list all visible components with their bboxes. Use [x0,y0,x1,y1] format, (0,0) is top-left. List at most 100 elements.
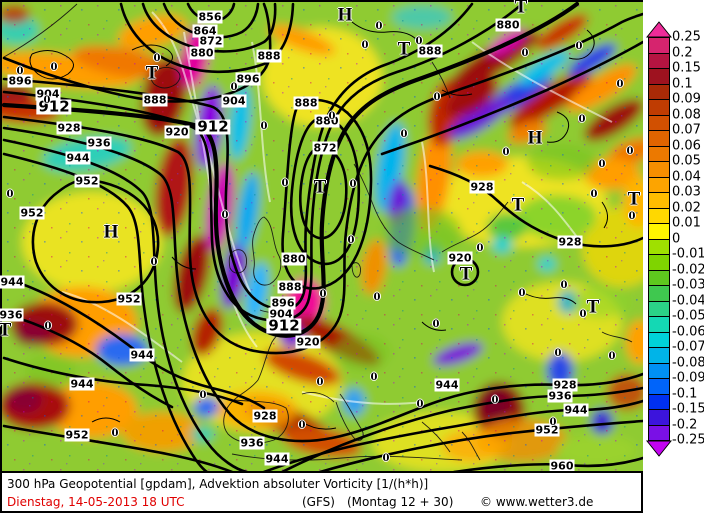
zero-line-label: 0 [578,114,586,125]
legend-tick: -0.15 [672,401,704,417]
legend-color-box [649,331,669,347]
zero-line-label: 0 [361,40,369,51]
map-label-layer: 856 864 872 880 888 896 904 912 920 888 896 904 912 9… [0,0,645,473]
legend-color-box [649,68,669,84]
legend-color-box [649,207,669,223]
zero-line-label: 0 [16,66,24,77]
legend-tick: -0.01 [672,246,704,262]
contour-label: 872 [198,34,224,48]
zero-line-label: 0 [554,348,562,359]
legend-color-box [649,99,669,115]
legend-color-box [649,393,669,409]
legend-color-box [649,254,669,270]
zero-line-label: 0 [370,372,378,383]
zero-line-label: 0 [6,189,14,200]
zero-line-label: 0 [560,280,568,291]
legend-tick: 0.1 [672,76,693,91]
contour-label: 920 [447,251,473,265]
contour-label: 928 [469,180,495,194]
zero-line-label: 0 [598,159,606,170]
legend-tick: 0.04 [672,169,701,184]
contour-label: 944 [563,403,589,417]
contour-label: 952 [64,428,90,442]
contour-label: 888 [256,49,282,63]
zero-line-label: 0 [432,319,440,330]
contour-label: 896 [7,74,33,88]
legend-color-bar [648,37,670,441]
legend-arrow-bottom [646,440,672,457]
contour-label: 928 [252,409,278,423]
zero-line-label: 0 [590,189,598,200]
zero-line-label: 0 [416,399,424,410]
zero-line-label: 0 [44,321,52,332]
contour-label: 928 [552,378,578,392]
legend-tick: -0.02 [672,262,704,277]
legend-color-box [649,285,669,301]
legend-tick: -0.06 [672,324,704,339]
legend-color-box [649,269,669,285]
zero-line-label: 0 [626,146,634,157]
legend-color-box [649,83,669,99]
contour-label: 904 [221,94,247,108]
zero-line-label: 0 [502,147,510,158]
legend-tick: 0.09 [672,91,701,107]
pressure-center-low: T [459,263,473,285]
contour-label: 904 [35,87,61,101]
contour-label: 896 [235,72,261,86]
contour-label: 904 [268,307,294,321]
legend-tick: 0.05 [672,153,701,169]
legend-tick: 0.07 [672,122,701,138]
zero-line-label: 0 [521,48,529,59]
legend-tick: -0.04 [672,293,704,308]
contour-label: 880 [281,252,307,266]
contour-label: 960 [549,459,575,473]
zero-line-label: 0 [153,53,161,64]
zero-line-label: 0 [230,82,238,93]
run-info: (Montag 12 + 30) [347,495,454,509]
contour-label: 936 [86,136,112,150]
zero-line-label: 0 [50,62,58,73]
zero-line-label: 0 [400,129,408,140]
zero-line-label: 0 [43,95,51,106]
contour-label: 912 [36,97,72,116]
contour-label: 912 [195,117,231,136]
zero-line-label: 0 [491,395,499,406]
legend-tick: 0.25 [672,29,701,45]
legend-color-box [649,145,669,161]
zero-line-label: 0 [328,111,336,122]
contour-label: 920 [295,335,321,349]
legend-color-box [649,192,669,208]
map-area: 856 864 872 880 888 896 904 912 920 888 896 904 912 9… [0,0,645,473]
legend-tick: 0.01 [672,215,701,231]
legend-tick: 0.15 [672,60,701,76]
legend-tick: 0.08 [672,107,701,122]
contour-label: 888 [277,280,303,294]
contour-label: 952 [116,292,142,306]
contour-label: 888 [293,96,319,110]
contour-label: 880 [189,46,215,60]
contour-label: 928 [557,235,583,249]
contour-label: 944 [129,348,155,362]
legend-color-box [649,409,669,425]
legend-tick: -0.03 [672,277,704,293]
legend-arrow-top [646,21,672,38]
zero-line-label: 0 [199,390,207,401]
contour-label: 944 [69,377,95,391]
legend-tick: 0 [672,231,681,246]
pressure-center-low: T [397,38,411,60]
legend-color-box [649,316,669,332]
contour-label: 880 [314,114,340,128]
contour-label: 944 [65,151,91,165]
contour-label: 896 [270,296,296,310]
zero-line-label: 0 [349,179,357,190]
contour-label: 952 [19,206,45,220]
legend-tick: 0.02 [672,200,701,215]
legend-color-box [649,347,669,363]
legend-color-box [649,238,669,254]
contour-label: 912 [266,316,302,335]
zero-line-label: 0 [221,210,229,221]
legend-tick: 0.2 [672,45,693,60]
pressure-center-low: T [0,319,12,341]
legend-tick: -0.1 [672,386,698,401]
info-bar: 300 hPa Geopotential [gpdam], Advektion … [0,471,643,513]
